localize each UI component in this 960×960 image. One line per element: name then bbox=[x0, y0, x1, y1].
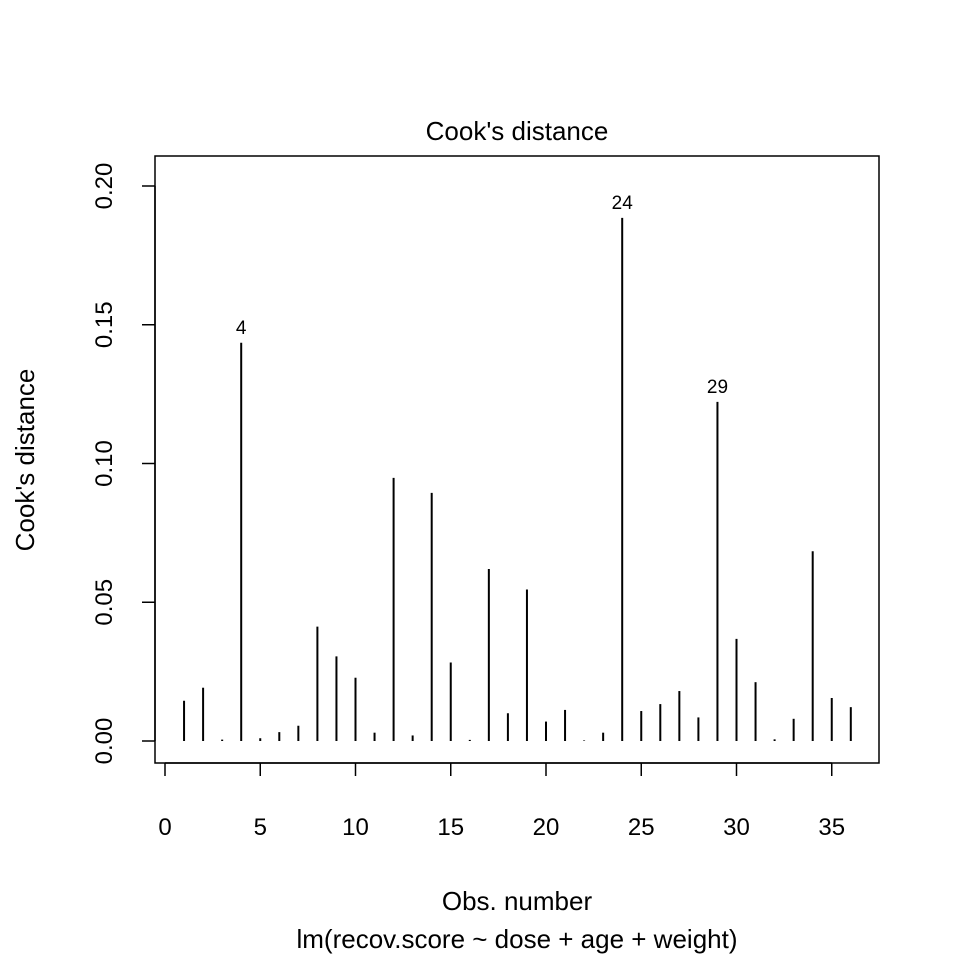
y-axis-title: Cook's distance bbox=[10, 369, 40, 552]
x-tick-label: 0 bbox=[158, 814, 171, 841]
x-axis-title: Obs. number bbox=[442, 886, 593, 916]
x-tick-label: 5 bbox=[254, 814, 267, 841]
x-axis: 0 5 10 15 20 25 30 35 bbox=[158, 762, 845, 841]
y-tick-label: 0.05 bbox=[91, 579, 118, 626]
point-label-obs-4: 4 bbox=[236, 318, 247, 339]
x-tick-label: 30 bbox=[723, 814, 750, 841]
y-tick-label: 0.20 bbox=[91, 163, 118, 210]
chart-title: Cook's distance bbox=[426, 116, 609, 146]
x-tick-label: 25 bbox=[628, 814, 655, 841]
y-tick-label: 0.00 bbox=[91, 718, 118, 765]
point-labels: 4 24 29 bbox=[236, 193, 728, 398]
model-subtitle: lm(recov.score ~ dose + age + weight) bbox=[296, 924, 737, 954]
x-tick-label: 35 bbox=[818, 814, 845, 841]
y-tick-label: 0.15 bbox=[91, 301, 118, 348]
y-tick-label: 0.10 bbox=[91, 440, 118, 487]
point-label-obs-29: 29 bbox=[707, 377, 728, 398]
x-tick-label: 10 bbox=[342, 814, 369, 841]
y-axis: 0.00 0.05 0.10 0.15 0.20 bbox=[91, 163, 156, 765]
bar-series bbox=[183, 217, 852, 741]
x-tick-label: 15 bbox=[437, 814, 464, 841]
point-label-obs-24: 24 bbox=[612, 193, 634, 214]
x-tick-label: 20 bbox=[533, 814, 560, 841]
